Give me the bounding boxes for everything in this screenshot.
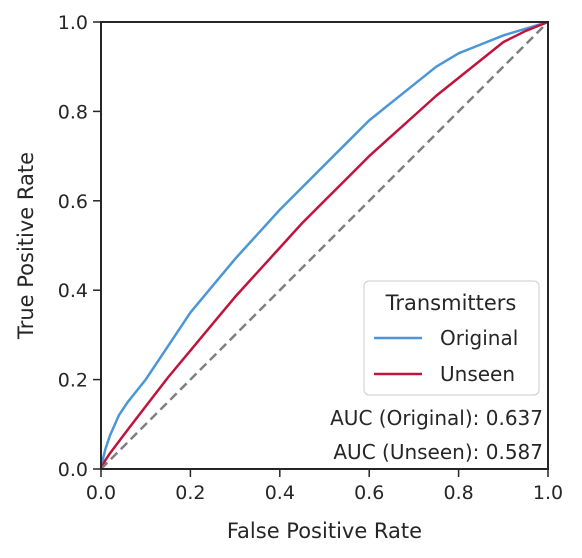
y-tick-label: 1.0 <box>58 12 88 34</box>
y-tick-label: 0.8 <box>58 101 88 123</box>
plot-frame <box>100 21 549 470</box>
legend-box <box>363 280 540 396</box>
x-tick-label: 0.0 <box>86 482 116 504</box>
x-tick-label: 1.0 <box>533 482 563 504</box>
y-tick-label: 0.0 <box>58 459 88 481</box>
series-line-unseen <box>99 20 549 470</box>
auc-unseen-annotation: AUC (Unseen): 0.587 <box>333 440 543 464</box>
x-axis: 0.0 0.2 0.4 0.6 0.8 1.0 <box>86 469 563 504</box>
y-tick-label: 0.6 <box>58 191 88 213</box>
x-tick-label: 0.6 <box>354 482 384 504</box>
y-tick-label: 0.2 <box>58 370 88 392</box>
plot-lines <box>99 20 549 470</box>
legend-entry-original: Original <box>440 326 518 350</box>
x-tick-label: 0.8 <box>443 482 473 504</box>
chance-diagonal-line <box>100 21 549 470</box>
y-axis: 0.0 0.2 0.4 0.6 0.8 1.0 <box>58 12 101 481</box>
series-line-original <box>99 20 549 470</box>
y-tick-label: 0.4 <box>58 280 88 302</box>
x-tick-label: 0.2 <box>175 482 205 504</box>
legend-title: Transmitters <box>385 291 517 315</box>
y-axis-label: True Positive Rate <box>14 152 38 340</box>
legend: Transmitters Original Unseen <box>363 280 540 396</box>
x-axis-label: False Positive Rate <box>227 519 422 543</box>
x-tick-label: 0.4 <box>265 482 295 504</box>
legend-entry-unseen: Unseen <box>440 362 515 386</box>
auc-original-annotation: AUC (Original): 0.637 <box>330 406 543 430</box>
